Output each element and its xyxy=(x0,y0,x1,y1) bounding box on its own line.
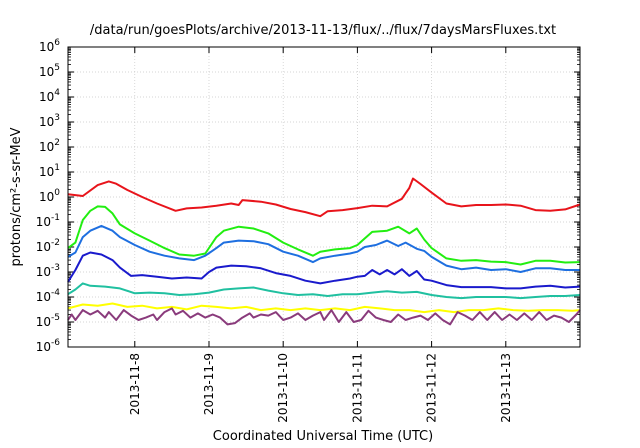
y-tick-label: 101 xyxy=(39,163,60,179)
y-tick-label: 10-3 xyxy=(36,263,60,279)
series-line-5 xyxy=(67,282,581,300)
y-tick-label: 10-4 xyxy=(36,288,61,304)
series-line-2 xyxy=(67,205,581,266)
y-axis-ticks: 10-6 10-5 10-4 10-3 10-2 10-1 100 101 102 103 104 1… xyxy=(36,38,580,354)
y-tick-label: 10-1 xyxy=(36,213,60,229)
series-line-6 xyxy=(67,302,581,314)
series-line-7 xyxy=(67,307,581,326)
grid-lines xyxy=(68,47,580,347)
series-line-4 xyxy=(67,251,581,290)
x-axis-label: Coordinated Universal Time (UTC) xyxy=(213,429,433,444)
x-tick-label: 2013-11-11 xyxy=(350,353,364,423)
y-tick-label: 106 xyxy=(39,38,60,54)
y-tick-label: 10-2 xyxy=(36,238,60,254)
y-tick-label: 103 xyxy=(39,113,60,129)
y-tick-label: 10-6 xyxy=(36,338,61,354)
y-tick-label: 10-5 xyxy=(36,313,60,329)
x-tick-label: 2013-11-12 xyxy=(425,353,439,423)
y-tick-label: 102 xyxy=(39,138,60,154)
chart-title: /data/run/goesPlots/archive/2013-11-13/f… xyxy=(90,23,556,38)
series-lines xyxy=(67,177,581,326)
y-tick-label: 100 xyxy=(39,188,60,204)
x-tick-label: 2013-11-9 xyxy=(202,353,216,415)
x-tick-label: 2013-11-10 xyxy=(276,353,290,423)
y-tick-label: 105 xyxy=(39,63,60,79)
x-tick-label: 2013-11-8 xyxy=(128,353,142,415)
x-tick-label: 2013-11-13 xyxy=(499,353,513,423)
series-line-3 xyxy=(67,224,580,273)
x-axis-ticks: 2013-11-8 2013-11-9 2013-11-10 2013-11-11 20… xyxy=(128,47,513,423)
plot-frame xyxy=(67,46,581,348)
y-tick-label: 104 xyxy=(39,88,60,104)
series-line-1 xyxy=(67,177,581,218)
y-axis-label: protons/cm²-s-sr-MeV xyxy=(9,127,24,266)
